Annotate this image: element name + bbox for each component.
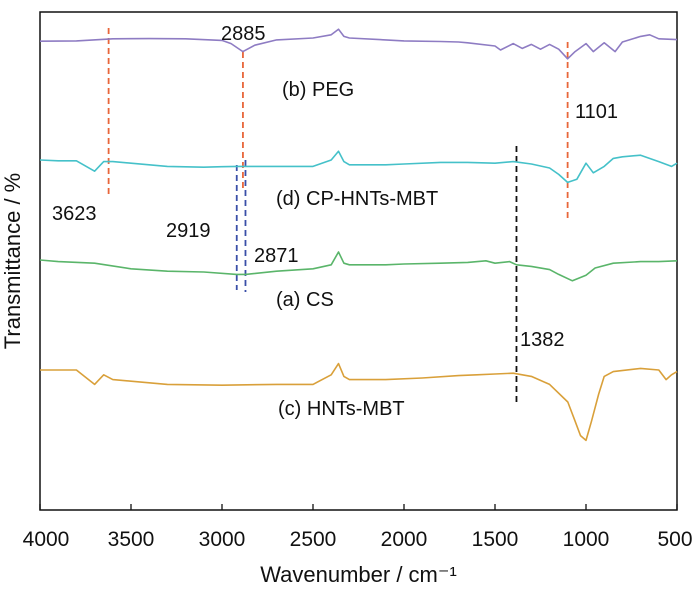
series-labels: (b) PEG (d) CP-HNTs-MBT (a) CS (c) HNTs-MBT [276, 79, 438, 420]
x-tick-label-500: 500 [657, 528, 692, 551]
x-tick-label-2000: 2000 [381, 528, 428, 551]
peak-label-2919: 2919 [166, 220, 211, 242]
peak-labels: 3623 2885 1101 2919 2871 1382 [52, 23, 618, 351]
x-axis-ticks [39, 504, 678, 510]
plot-frame [39, 11, 678, 511]
x-tick-label-1000: 1000 [563, 528, 610, 551]
peak-label-1101: 1101 [575, 101, 618, 123]
series-label-1: (d) CP-HNTs-MBT [276, 188, 438, 210]
y-axis-title: Transmittance / % [0, 173, 25, 349]
x-axis-title: Wavenumber / cm⁻¹ [260, 562, 457, 587]
series-line-1 [39, 150, 678, 184]
x-axis-tick-labels: 4000 3500 3000 2500 2000 1500 1000 500 [23, 528, 693, 551]
series-line-0 [39, 28, 678, 60]
x-tick-label-4000: 4000 [23, 528, 70, 551]
series-label-2: (a) CS [276, 289, 334, 311]
x-tick-label-1500: 1500 [472, 528, 519, 551]
x-tick-label-2500: 2500 [290, 528, 337, 551]
series-line-2 [39, 251, 678, 282]
peak-label-2885: 2885 [221, 23, 266, 45]
series-lines [39, 28, 678, 442]
series-label-3: (c) HNTs-MBT [278, 398, 405, 420]
peak-label-3623: 3623 [52, 203, 97, 225]
peak-label-1382: 1382 [520, 329, 565, 351]
series-label-0: (b) PEG [282, 79, 354, 101]
peak-label-2871: 2871 [254, 245, 299, 267]
series-line-3 [40, 362, 678, 442]
x-tick-label-3000: 3000 [199, 528, 246, 551]
x-tick-label-3500: 3500 [108, 528, 155, 551]
